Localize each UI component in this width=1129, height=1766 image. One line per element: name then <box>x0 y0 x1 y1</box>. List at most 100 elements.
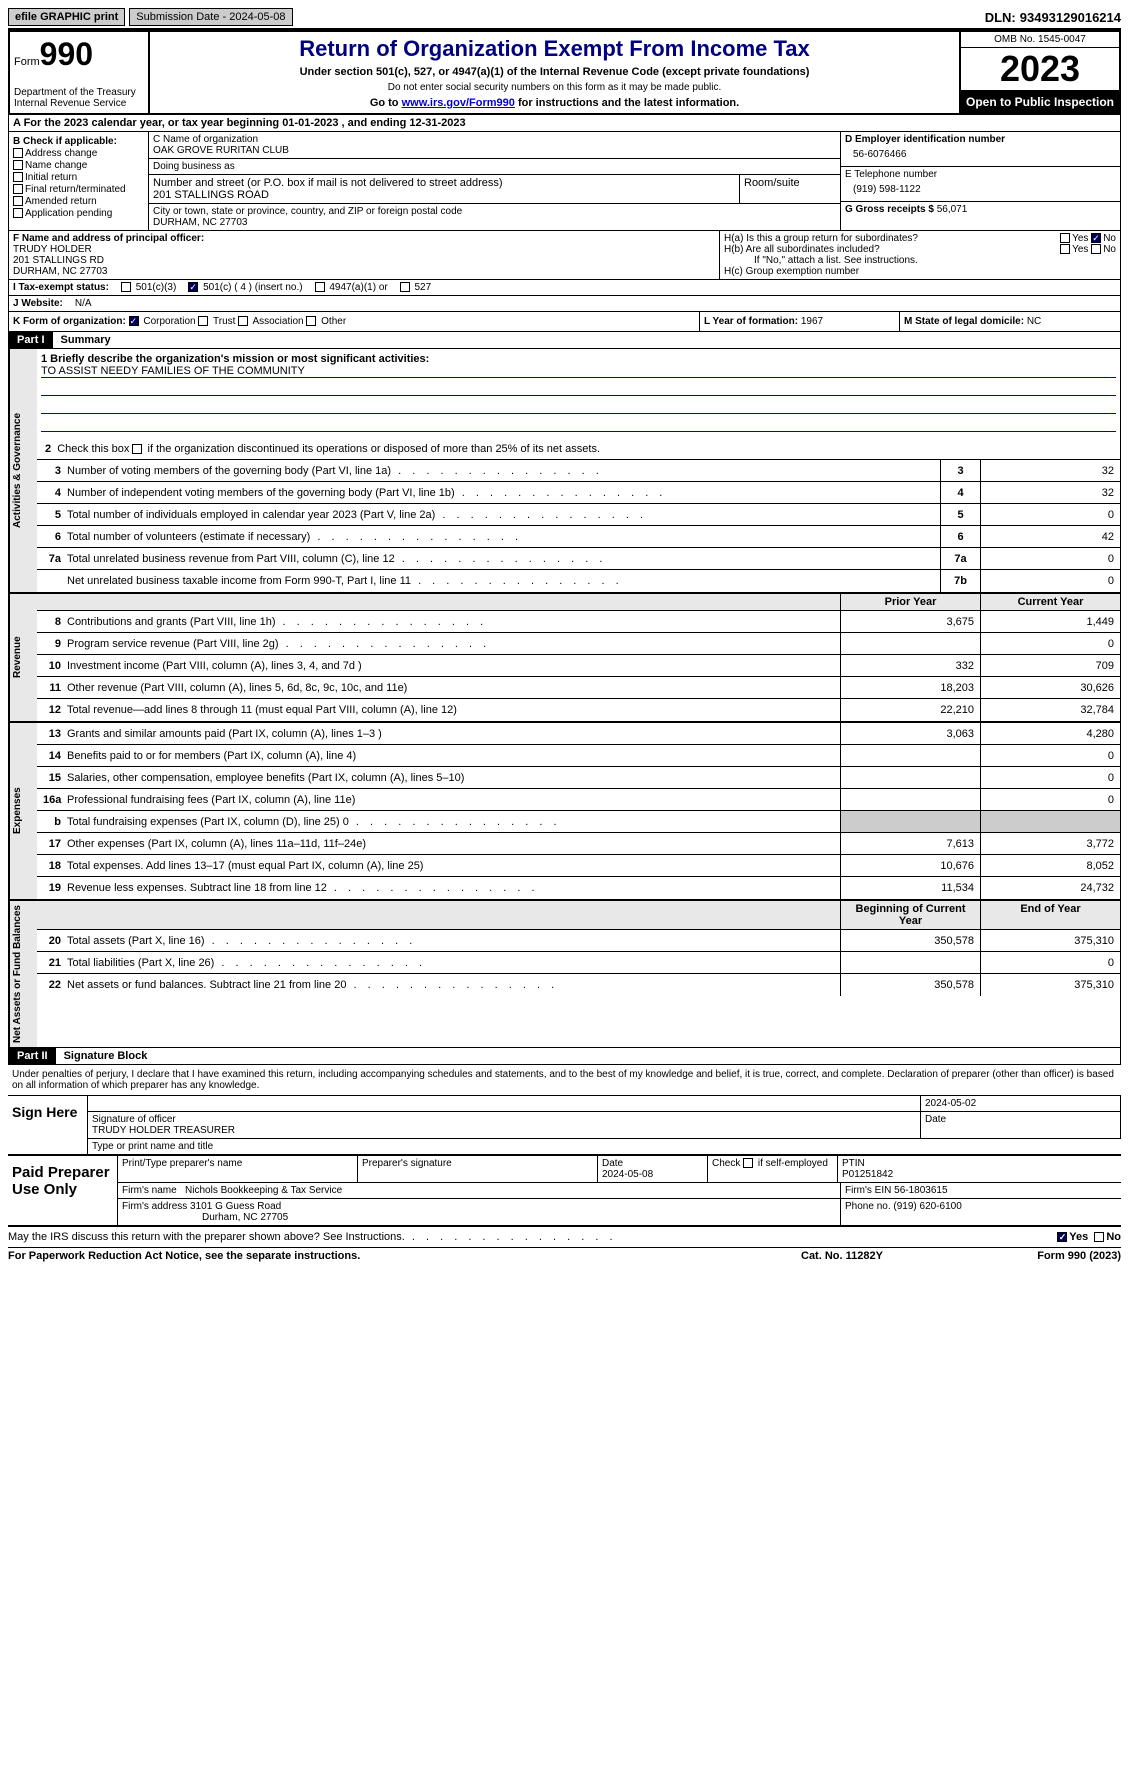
opt-527[interactable]: 527 <box>400 282 431 293</box>
header-left: Form990 Department of the Treasury Inter… <box>10 32 150 113</box>
checkbox-icon[interactable] <box>238 316 248 326</box>
opt-501c[interactable]: 501(c) ( 4 ) (insert no.) <box>188 282 302 293</box>
col-b-checkboxes: B Check if applicable: Address change Na… <box>9 132 149 230</box>
checkbox-icon[interactable] <box>1091 244 1101 254</box>
ein-label: D Employer identification number <box>845 134 1005 145</box>
l-block: L Year of formation: 1967 <box>700 312 900 331</box>
prior-value <box>840 767 980 788</box>
checkbox-icon[interactable] <box>306 316 316 326</box>
irs-link[interactable]: www.irs.gov/Form990 <box>402 97 515 109</box>
summary-row: 3 Number of voting members of the govern… <box>37 460 1120 482</box>
prior-value: 3,675 <box>840 611 980 632</box>
checkbox-icon <box>400 282 410 292</box>
current-value: 375,310 <box>980 930 1120 951</box>
col-c-org-info: C Name of organization OAK GROVE RURITAN… <box>149 132 840 230</box>
blank-line <box>41 380 1116 396</box>
summary-row: 9 Program service revenue (Part VIII, li… <box>37 633 1120 655</box>
prior-value <box>840 811 980 832</box>
line-value: 32 <box>980 482 1120 503</box>
prior-value <box>840 952 980 973</box>
line-num: 10 <box>37 660 67 672</box>
opt-501c3[interactable]: 501(c)(3) <box>121 282 176 293</box>
line-label: Total unrelated business revenue from Pa… <box>67 551 940 567</box>
checkbox-checked-icon[interactable] <box>1057 1232 1067 1242</box>
form-990-page: efile GRAPHIC print Submission Date - 20… <box>0 0 1129 1270</box>
checkbox-icon[interactable] <box>132 444 142 454</box>
ptin: PTINP01251842 <box>838 1156 1121 1182</box>
current-value <box>980 811 1120 832</box>
hb-row: H(b) Are all subordinates included? Yes … <box>724 244 1116 255</box>
f-addr1: 201 STALLINGS RD <box>13 255 104 266</box>
efile-print-button[interactable]: efile GRAPHIC print <box>8 8 125 26</box>
room-label: Room/suite <box>740 175 840 203</box>
chk-amended[interactable]: Amended return <box>13 196 144 207</box>
line-label: Total revenue—add lines 8 through 11 (mu… <box>67 702 840 718</box>
chk-final[interactable]: Final return/terminated <box>13 184 144 195</box>
gross-cell: G Gross receipts $ 56,071 <box>841 202 1120 217</box>
checkbox-icon[interactable] <box>1060 244 1070 254</box>
form-prefix: Form <box>14 56 40 68</box>
opt-4947[interactable]: 4947(a)(1) or <box>315 282 388 293</box>
chk-address[interactable]: Address change <box>13 148 144 159</box>
org-name-label: C Name of organization <box>153 134 836 145</box>
rev-rows-container: 8 Contributions and grants (Part VIII, l… <box>37 611 1120 721</box>
sig-label: Signature of officer <box>92 1114 916 1125</box>
line-num: b <box>37 816 67 828</box>
netassets-header: Beginning of Current Year End of Year <box>37 901 1120 930</box>
col-b-label: B Check if applicable: <box>13 136 117 147</box>
mission-block: 1 Briefly describe the organization's mi… <box>37 349 1120 438</box>
summary-row: 15 Salaries, other compensation, employe… <box>37 767 1120 789</box>
dba-cell: Doing business as <box>149 159 840 175</box>
paid-right: Print/Type preparer's name Preparer's si… <box>118 1156 1121 1225</box>
current-value: 0 <box>980 952 1120 973</box>
f-label: F Name and address of principal officer: <box>13 233 204 244</box>
checkbox-checked-icon[interactable] <box>129 316 139 326</box>
line-2: 2 Check this box if the organization dis… <box>37 438 1120 460</box>
line-num: 13 <box>37 728 67 740</box>
street-block: Number and street (or P.O. box if mail i… <box>149 175 740 203</box>
summary-row: 17 Other expenses (Part IX, column (A), … <box>37 833 1120 855</box>
form-footer: Form 990 (2023) <box>961 1250 1121 1262</box>
checkbox-icon <box>13 208 23 218</box>
submission-date: Submission Date - 2024-05-08 <box>129 8 292 26</box>
gross-label: G Gross receipts $ <box>845 204 934 215</box>
summary-row: 21 Total liabilities (Part X, line 26) 0 <box>37 952 1120 974</box>
city-value: DURHAM, NC 27703 <box>153 217 836 228</box>
line-num: 14 <box>37 750 67 762</box>
form-number: Form990 <box>14 36 144 73</box>
prior-value: 22,210 <box>840 699 980 721</box>
line-box: 5 <box>940 504 980 525</box>
checkbox-checked-icon[interactable] <box>1091 233 1101 243</box>
open-inspection: Open to Public Inspection <box>961 91 1119 113</box>
part2-num: Part II <box>9 1048 56 1064</box>
checkbox-icon[interactable] <box>1060 233 1070 243</box>
summary-row: 13 Grants and similar amounts paid (Part… <box>37 723 1120 745</box>
dln-label: DLN: <box>985 10 1016 25</box>
checkbox-icon <box>13 196 23 206</box>
f-addr2: DURHAM, NC 27703 <box>13 266 107 277</box>
officer-name: TRUDY HOLDER TREASURER <box>92 1125 916 1136</box>
checkbox-icon[interactable] <box>1094 1232 1104 1242</box>
end-year-header: End of Year <box>980 901 1120 929</box>
gov-rows-container: 3 Number of voting members of the govern… <box>37 460 1120 592</box>
dln-value: 93493129016214 <box>1020 10 1121 25</box>
goto-prefix: Go to <box>370 97 402 109</box>
checkbox-icon[interactable] <box>198 316 208 326</box>
chk-pending[interactable]: Application pending <box>13 208 144 219</box>
blank-line <box>41 398 1116 414</box>
firm-phone: Phone no. (919) 620-6100 <box>841 1199 1121 1225</box>
line-num: 8 <box>37 616 67 628</box>
form-subtitle: Under section 501(c), 527, or 4947(a)(1)… <box>154 66 955 78</box>
chk-initial[interactable]: Initial return <box>13 172 144 183</box>
checkbox-icon[interactable] <box>743 1158 753 1168</box>
line-value: 32 <box>980 460 1120 481</box>
line-num: 11 <box>37 682 67 694</box>
paid-preparer-block: Paid Preparer Use Only Print/Type prepar… <box>8 1156 1121 1227</box>
chk-name[interactable]: Name change <box>13 160 144 171</box>
org-name-cell: C Name of organization OAK GROVE RURITAN… <box>149 132 840 159</box>
current-value: 375,310 <box>980 974 1120 996</box>
department: Department of the Treasury Internal Reve… <box>14 87 144 109</box>
line-label: Number of independent voting members of … <box>67 485 940 501</box>
summary-row: Net unrelated business taxable income fr… <box>37 570 1120 592</box>
line-label: Other expenses (Part IX, column (A), lin… <box>67 836 840 852</box>
